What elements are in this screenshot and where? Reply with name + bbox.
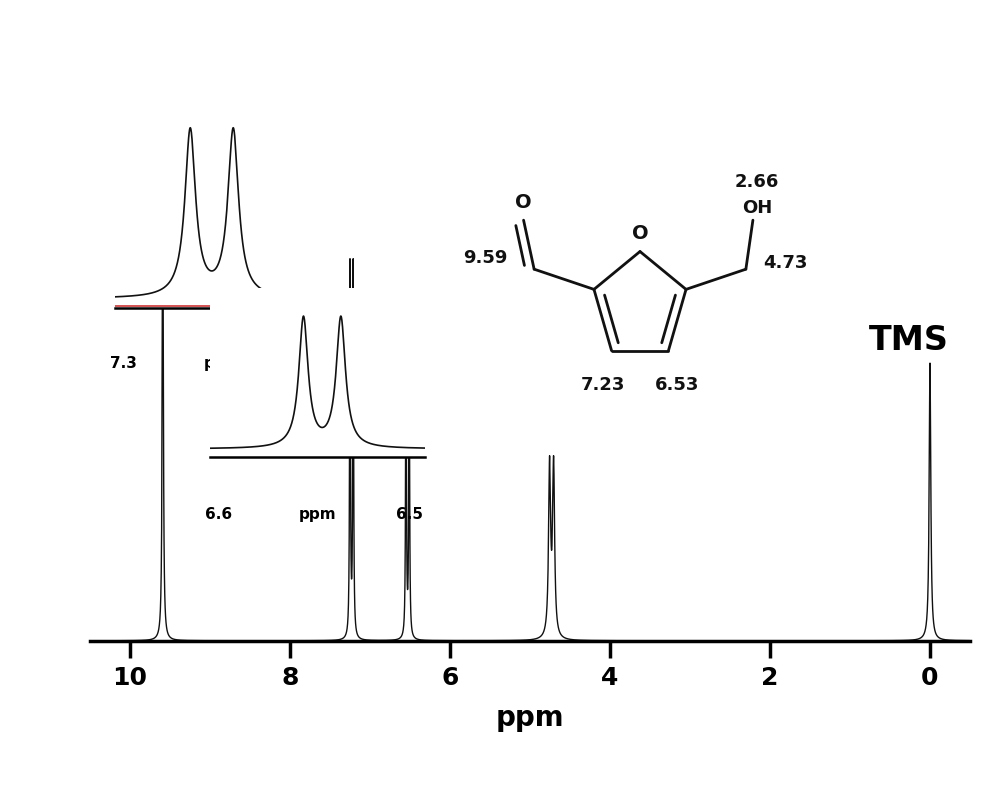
- Text: ppm: ppm: [204, 356, 241, 371]
- Text: OH: OH: [742, 199, 772, 217]
- Text: 6.5: 6.5: [396, 507, 423, 522]
- Text: 9.59: 9.59: [464, 248, 508, 267]
- Text: 7.3: 7.3: [110, 356, 137, 371]
- Text: ppm: ppm: [299, 507, 336, 522]
- Text: 2.66: 2.66: [735, 173, 779, 191]
- Text: 4.73: 4.73: [763, 255, 808, 272]
- Text: O: O: [515, 192, 532, 211]
- Text: TMS: TMS: [868, 324, 948, 357]
- X-axis label: ppm: ppm: [496, 704, 564, 731]
- Text: 7.23: 7.23: [581, 376, 625, 394]
- Text: 6.53: 6.53: [655, 376, 699, 394]
- Text: O: O: [632, 223, 648, 243]
- Text: 7.2: 7.2: [301, 356, 328, 371]
- Text: 6.6: 6.6: [205, 507, 232, 522]
